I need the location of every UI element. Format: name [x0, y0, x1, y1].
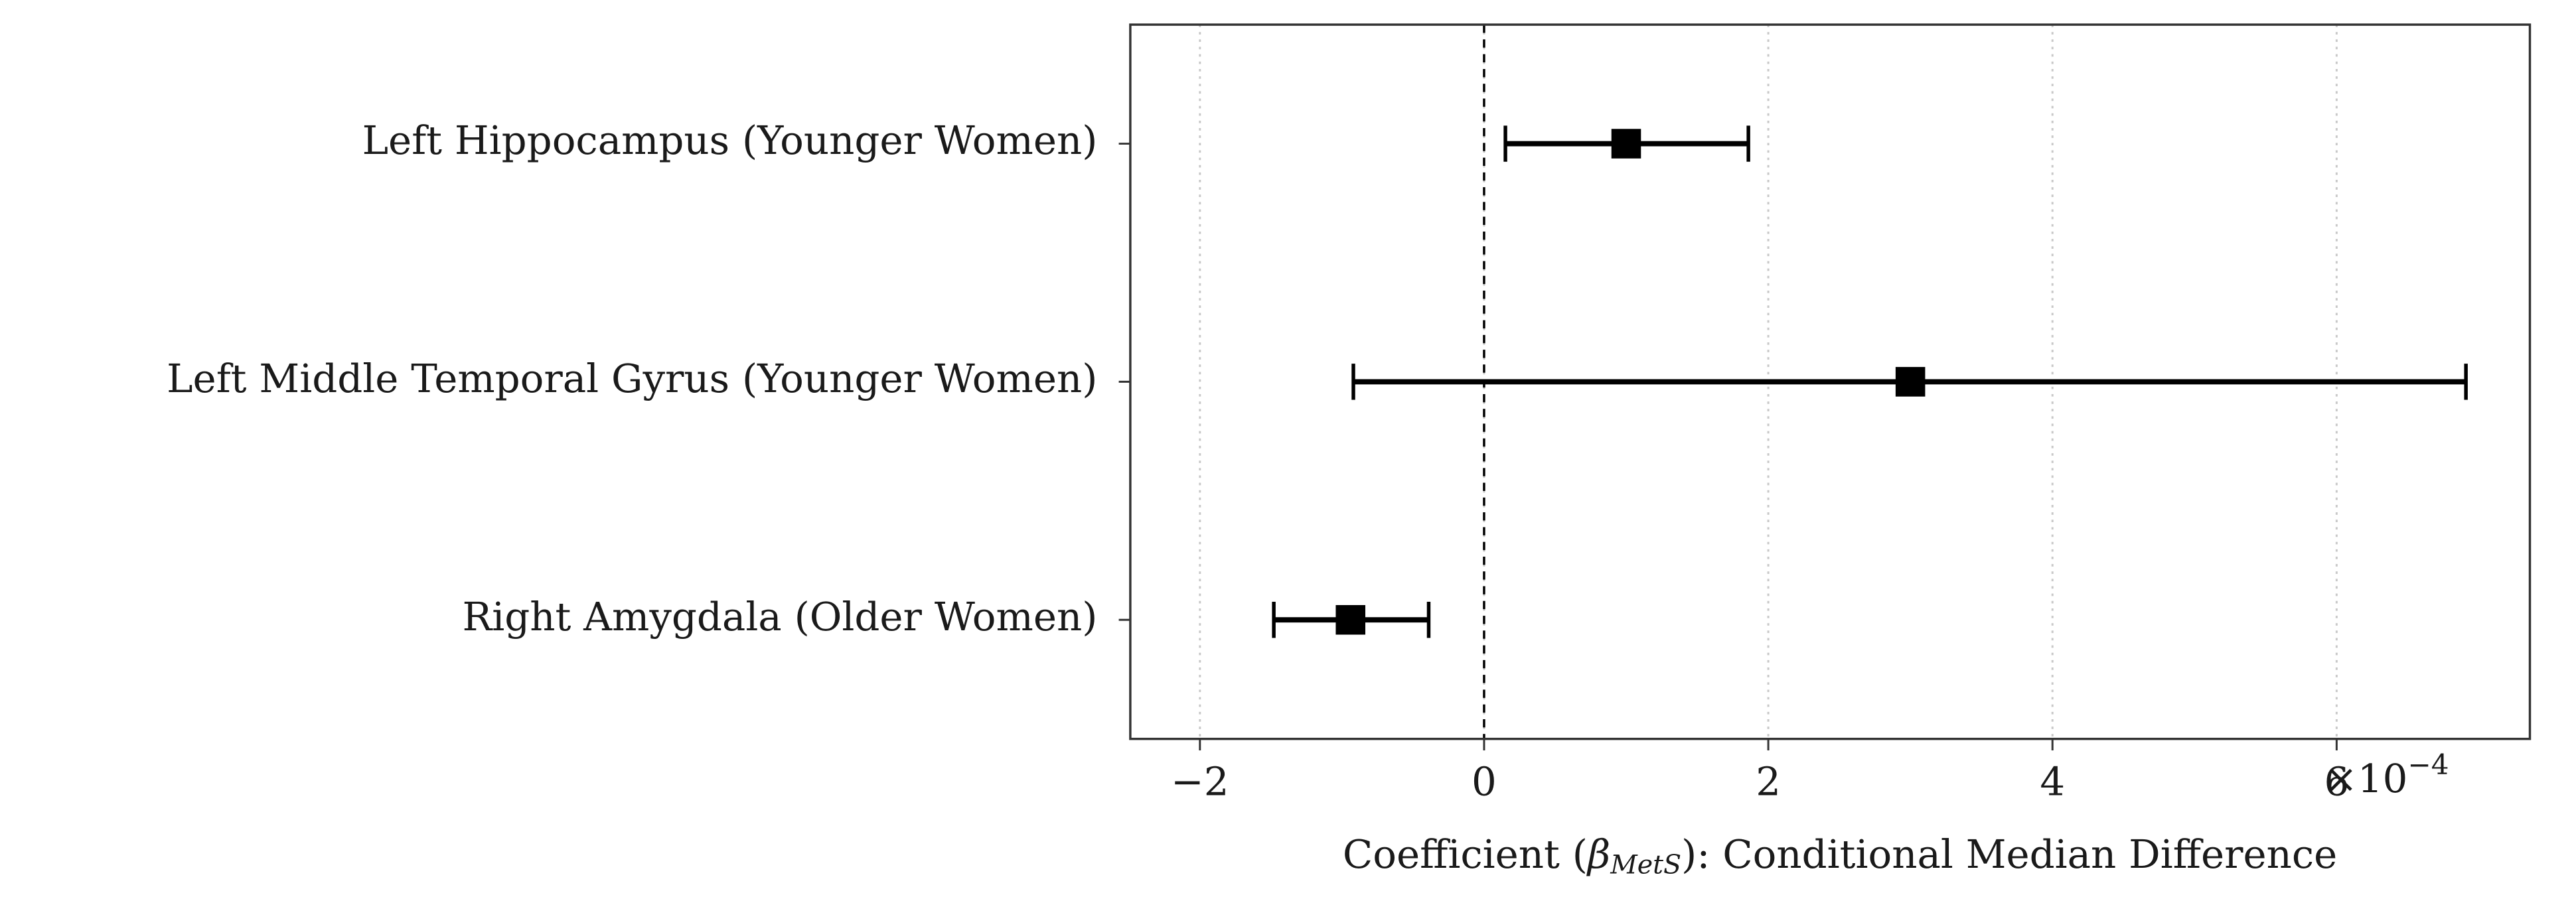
- point-marker: [1895, 367, 1926, 397]
- y-tick-label: Left Middle Temporal Gyrus (Younger Wome…: [167, 356, 1097, 402]
- y-tick-label: Right Amygdala (Older Women): [463, 594, 1098, 640]
- y-tick-label: Left Hippocampus (Younger Women): [362, 118, 1098, 164]
- x-tick-label: 6: [2324, 760, 2349, 805]
- point-marker: [1335, 604, 1365, 635]
- x-axis-label: Coefficient (βMetS): Conditional Median …: [1343, 831, 2337, 880]
- offset-base: ×10: [2324, 756, 2407, 802]
- x-tick-label: 0: [1472, 760, 1497, 805]
- x-tick-label: 2: [1756, 760, 1781, 805]
- offset-exponent: −4: [2407, 748, 2449, 781]
- x-tick-label: −2: [1171, 760, 1229, 805]
- xlabel-part: β: [1586, 831, 1610, 877]
- x-tick-label: 4: [2040, 760, 2065, 805]
- xlabel-part: Coefficient (: [1343, 831, 1588, 877]
- xlabel-part: MetS: [1610, 850, 1681, 880]
- axis-offset: ×10−4: [2324, 748, 2449, 802]
- point-marker: [1611, 129, 1641, 159]
- xlabel-part: ): Conditional Median Difference: [1681, 831, 2337, 877]
